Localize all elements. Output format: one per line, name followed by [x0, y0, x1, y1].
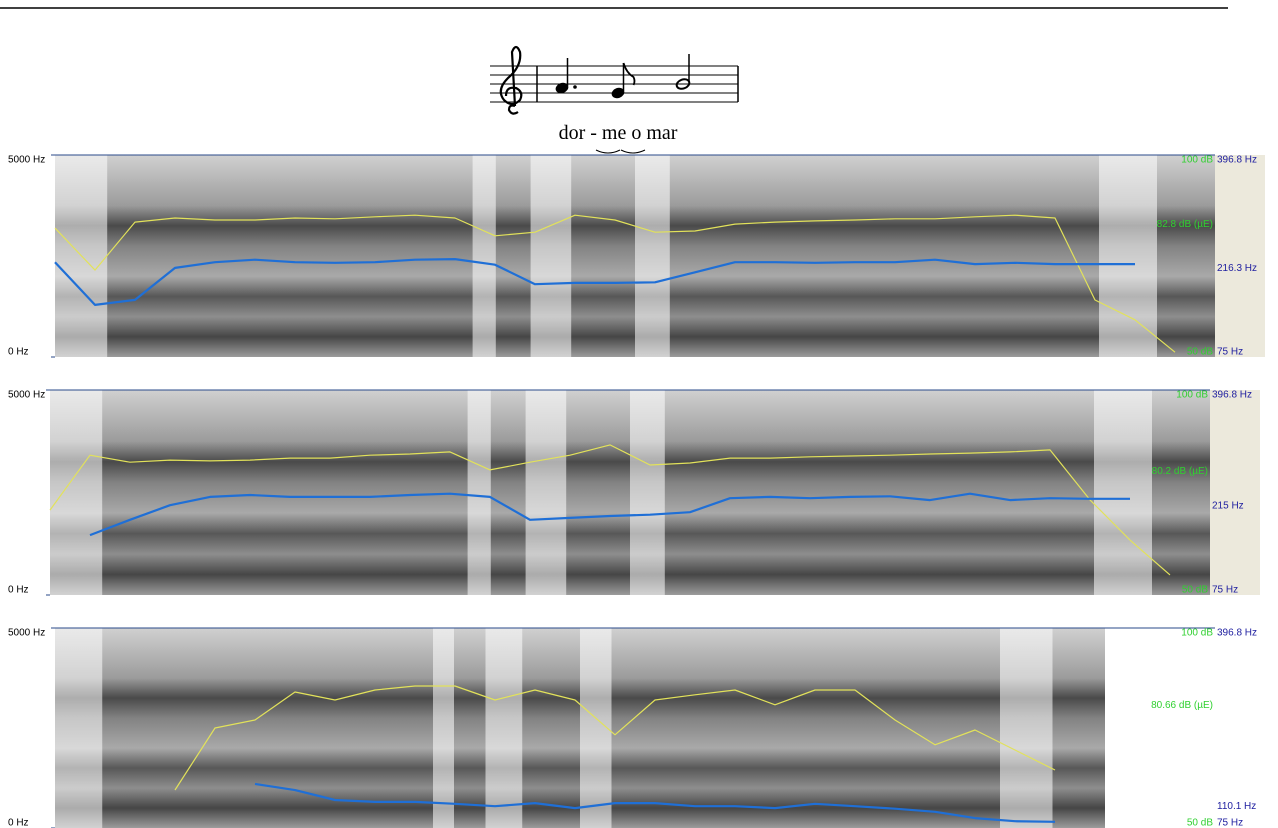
spectrogram-gap: [468, 390, 491, 595]
spectrogram-gap: [630, 390, 665, 595]
pitch-label: 396.8 Hz: [1217, 155, 1257, 166]
spectrogram-gap: [1094, 390, 1152, 595]
pitch-label: 215 Hz: [1212, 500, 1244, 511]
frequency-label: 0 Hz: [8, 347, 29, 358]
pitch-label: 75 Hz: [1212, 585, 1238, 596]
frequency-label: 5000 Hz: [8, 628, 45, 639]
pitch-label: 396.8 Hz: [1212, 390, 1252, 401]
intensity-label: 100 dB: [1176, 390, 1208, 401]
spectrogram-gap: [50, 390, 102, 595]
axis-strip: [1210, 390, 1260, 595]
intensity-label: 100 dB: [1181, 628, 1213, 639]
frequency-label: 0 Hz: [8, 818, 29, 828]
pitch-label: 396.8 Hz: [1217, 628, 1257, 639]
pitch-label: 75 Hz: [1217, 818, 1243, 828]
intensity-label: 50 dB: [1187, 818, 1213, 828]
spectrogram-gap: [531, 155, 572, 357]
spectrogram-gap: [486, 628, 523, 828]
spectrogram-gap: [1099, 155, 1157, 357]
intensity-label: 50 dB: [1187, 347, 1213, 358]
spectrogram-gap: [433, 628, 454, 828]
spectrogram-gap: [55, 628, 102, 828]
spectrogram-gap: [635, 155, 670, 357]
spectrogram-gap: [473, 155, 496, 357]
pitch-label: 75 Hz: [1217, 347, 1243, 358]
spectrogram-gap: [526, 390, 567, 595]
intensity-label: 80.2 dB (µE): [1152, 466, 1208, 477]
spectrogram-gap: [1000, 628, 1053, 828]
intensity-label: 100 dB: [1181, 155, 1213, 166]
frequency-label: 5000 Hz: [8, 390, 45, 401]
figure: dor - me o mar 5000 Hz 0 Hz 100 dB 82.8 dB …: [0, 0, 1278, 828]
lyrics: dor - me o mar: [559, 122, 678, 144]
intensity-label: 80.66 dB (µE): [1151, 700, 1213, 711]
pitch-label: 110.1 Hz: [1217, 801, 1256, 812]
frequency-label: 0 Hz: [8, 585, 29, 596]
pitch-label: 216.3 Hz: [1217, 263, 1257, 274]
intensity-label: 82.8 dB (µE): [1157, 219, 1213, 230]
frequency-label: 5000 Hz: [8, 155, 45, 166]
intensity-label: 50 dB: [1182, 585, 1208, 596]
axis-strip: [1215, 155, 1265, 357]
